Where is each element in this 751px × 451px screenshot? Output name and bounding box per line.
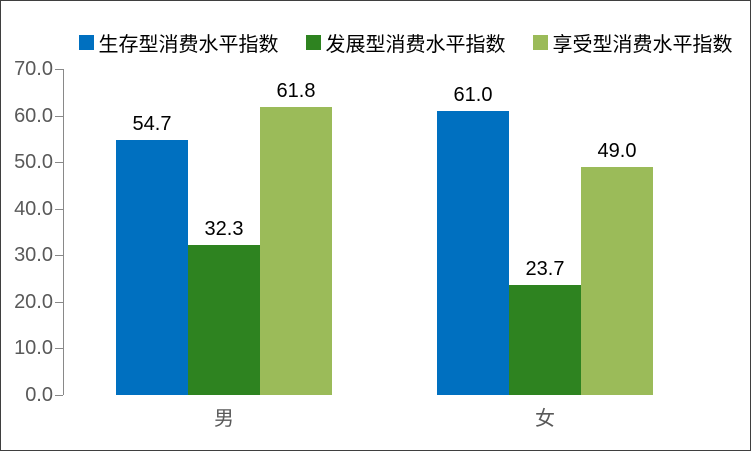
y-axis-tick-mark xyxy=(55,255,63,256)
data-label-development-male: 32.3 xyxy=(204,218,244,240)
legend-label-development: 发展型消费水平指数 xyxy=(325,33,506,56)
y-axis-tick-label: 20.0 xyxy=(14,291,53,313)
bar-enjoyment-male[interactable] xyxy=(260,107,332,395)
bar-development-male[interactable] xyxy=(188,245,260,395)
y-axis-tick-label: 0.0 xyxy=(25,384,53,406)
legend-item-enjoyment[interactable]: 享受型消费水平指数 xyxy=(532,28,733,57)
legend-label-enjoyment: 享受型消费水平指数 xyxy=(552,33,733,56)
y-axis-tick-mark xyxy=(55,162,63,163)
bar-enjoyment-female[interactable] xyxy=(581,167,653,395)
data-label-survival-male: 54.7 xyxy=(132,113,172,135)
y-axis-line xyxy=(63,69,64,395)
y-axis-tick-mark xyxy=(55,302,63,303)
y-axis-tick-mark xyxy=(55,116,63,117)
legend-item-survival[interactable]: 生存型消费水平指数 xyxy=(78,28,279,57)
y-axis-tick-label: 40.0 xyxy=(14,198,53,220)
y-axis-tick-label: 60.0 xyxy=(14,105,53,127)
data-label-development-female: 23.7 xyxy=(525,258,565,280)
chart-legend: 生存型消费水平指数 发展型消费水平指数 享受型消费水平指数 xyxy=(63,27,748,57)
data-label-enjoyment-female: 49.0 xyxy=(597,140,637,162)
y-axis-tick-mark xyxy=(55,69,63,70)
y-axis-tick-label: 30.0 xyxy=(14,244,53,266)
bar-development-female[interactable] xyxy=(509,285,581,395)
category-label-male: 男 xyxy=(214,408,234,430)
y-axis-tick-label: 50.0 xyxy=(14,151,53,173)
y-axis-tick-mark xyxy=(55,348,63,349)
y-axis-tick-mark xyxy=(55,395,63,396)
data-label-survival-female: 61.0 xyxy=(453,84,493,106)
y-axis-tick-mark xyxy=(55,209,63,210)
legend-label-survival: 生存型消费水平指数 xyxy=(98,33,279,56)
legend-swatch-survival-icon xyxy=(78,34,94,50)
legend-swatch-enjoyment-icon xyxy=(532,34,548,50)
legend-item-development[interactable]: 发展型消费水平指数 xyxy=(305,28,506,57)
bar-survival-male[interactable] xyxy=(116,140,188,395)
legend-swatch-development-icon xyxy=(305,34,321,50)
y-axis-tick-label: 70.0 xyxy=(14,58,53,80)
bar-survival-female[interactable] xyxy=(437,111,509,395)
category-label-female: 女 xyxy=(535,408,555,430)
y-axis-tick-label: 10.0 xyxy=(14,337,53,359)
data-label-enjoyment-male: 61.8 xyxy=(276,80,316,102)
